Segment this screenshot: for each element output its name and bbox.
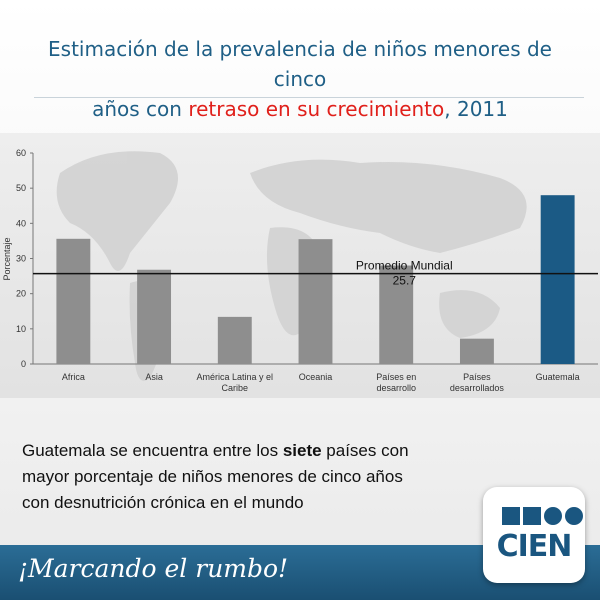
bar-asia: [137, 269, 172, 364]
x-tick-label: Oceania: [299, 372, 333, 382]
logo-mark: [502, 507, 583, 525]
bar-pa-ses-desarrollados: [459, 338, 494, 364]
world-average-value: 25.7: [393, 274, 417, 288]
x-tick-label: Guatemala: [536, 372, 580, 382]
logo-square: [502, 507, 520, 525]
y-tick-label: 50: [16, 183, 26, 193]
logo-text: CIEN: [496, 529, 573, 564]
title-line-2-pre: años con: [92, 97, 189, 121]
y-tick-label: 20: [16, 289, 26, 299]
title-highlight: retraso en su crecimiento: [188, 97, 445, 121]
logo-circle: [544, 507, 562, 525]
y-axis-label: Porcentaje: [2, 237, 12, 280]
x-tick-label: Países: [463, 372, 491, 382]
y-ticks: 0 10 20 30 40 50 60: [16, 148, 33, 369]
y-tick-label: 60: [16, 148, 26, 158]
y-tick-label: 40: [16, 218, 26, 228]
bar-pa-ses-en-desarrollo: [379, 265, 414, 364]
title-line-1: Estimación de la prevalencia de niños me…: [48, 37, 552, 91]
slogan: ¡Marcando el rumbo!: [18, 554, 289, 583]
bar-chart: Porcentaje 0 10 20 30 40 50 60 Africa Asia Améri…: [2, 148, 598, 393]
bar-guatemala: [540, 195, 575, 364]
title-divider: [34, 97, 584, 98]
x-tick-label: desarrollo: [376, 383, 416, 393]
x-tick-label: desarrollados: [450, 383, 505, 393]
x-tick-label: Asia: [145, 372, 163, 382]
bar-africa: [56, 238, 91, 364]
title-line-2-post: , 2011: [444, 97, 508, 121]
caption-text: Guatemala se encuentra entre los siete p…: [22, 438, 432, 516]
bar-oceania: [298, 239, 333, 364]
x-tick-label: América Latina y el: [197, 372, 274, 382]
y-tick-label: 0: [21, 359, 26, 369]
caption-bold: siete: [282, 441, 322, 460]
y-tick-label: 10: [16, 324, 26, 334]
chart-title: Estimación de la prevalencia de niños me…: [20, 34, 580, 124]
logo-square: [523, 507, 541, 525]
cien-logo: CIEN: [483, 487, 585, 583]
x-tick-label: Países en: [376, 372, 416, 382]
world-average-label: Promedio Mundial: [356, 259, 453, 273]
title-line-2: años con retraso en su crecimiento, 2011: [20, 94, 580, 124]
bar-am-rica-latina-y-el-caribe: [217, 316, 252, 364]
caption-post: países con mayor porcentaje de niños men…: [22, 441, 409, 512]
bars: [56, 195, 575, 364]
logo-circle: [565, 507, 583, 525]
y-tick-label: 30: [16, 254, 26, 264]
x-tick-label: Caribe: [222, 383, 249, 393]
x-tick-label: Africa: [62, 372, 85, 382]
caption-pre: Guatemala se encuentra entre los: [22, 441, 283, 460]
